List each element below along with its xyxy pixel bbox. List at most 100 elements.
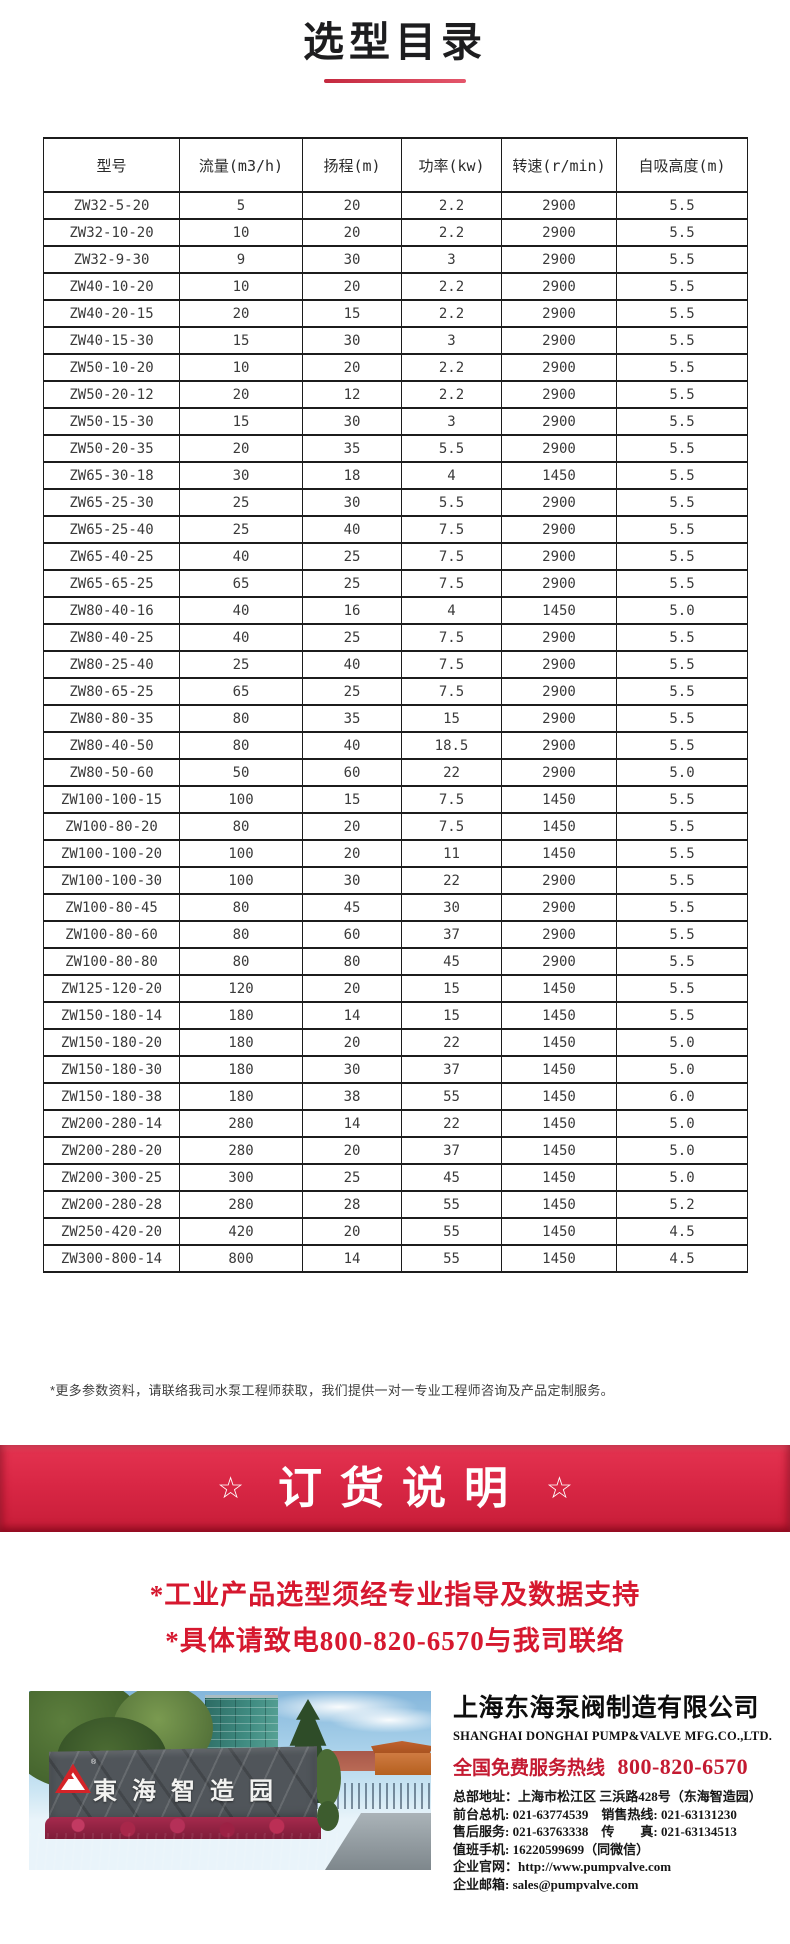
cell-speed: 2900 [501, 488, 617, 517]
company-info: 上海东海泵阀制造有限公司 SHANGHAI DONGHAI PUMP&VALVE… [453, 1688, 773, 1893]
cell-power: 55 [401, 1190, 502, 1219]
title-underline [324, 79, 466, 83]
cell-head: 30 [302, 326, 402, 355]
cell-flow: 280 [179, 1109, 303, 1138]
cell-power: 7.5 [401, 650, 502, 679]
cell-power: 7.5 [401, 542, 502, 571]
cell-speed: 2900 [501, 515, 617, 544]
cell-head: 12 [302, 380, 402, 409]
cell-power: 7.5 [401, 785, 502, 814]
cell-suction: 5.5 [616, 947, 748, 976]
cell-head: 20 [302, 353, 402, 382]
cell-flow: 100 [179, 785, 303, 814]
contact-line: 值班手机: 16220599699（同微信） [453, 1841, 650, 1857]
cell-suction: 5.2 [616, 1190, 748, 1219]
table-row: ZW200-280-28 280 28 55 1450 5.2 [43, 1190, 748, 1219]
cell-speed: 2900 [501, 407, 617, 436]
cell-model: ZW80-25-40 [43, 650, 180, 679]
cell-flow: 20 [179, 299, 303, 328]
cell-model: ZW65-40-25 [43, 542, 180, 571]
col-header-speed: 转速(r/min) [501, 137, 617, 193]
cell-power: 7.5 [401, 677, 502, 706]
cell-head: 45 [302, 893, 402, 922]
col-header-flow: 流量(m3/h) [179, 137, 303, 193]
cell-flow: 80 [179, 947, 303, 976]
cell-suction: 5.0 [616, 1136, 748, 1165]
cell-flow: 65 [179, 677, 303, 706]
cell-power: 5.5 [401, 434, 502, 463]
cell-flow: 280 [179, 1136, 303, 1165]
cell-head: 35 [302, 704, 402, 733]
cell-speed: 2900 [501, 947, 617, 976]
cell-speed: 2900 [501, 731, 617, 760]
cell-speed: 1450 [501, 974, 617, 1003]
cell-flow: 30 [179, 461, 303, 490]
col-header-head: 扬程(m) [302, 137, 402, 193]
cell-suction: 5.5 [616, 515, 748, 544]
order-banner: ☆ 订货说明 ☆ [0, 1445, 790, 1532]
service-hotline: 全国免费服务热线 800-820-6570 [453, 1753, 773, 1780]
cell-speed: 2900 [501, 920, 617, 949]
cell-speed: 1450 [501, 1136, 617, 1165]
table-row: ZW80-40-25 40 25 7.5 2900 5.5 [43, 623, 748, 652]
cell-model: ZW65-65-25 [43, 569, 180, 598]
cell-power: 22 [401, 1109, 502, 1138]
col-header-suction: 自吸高度(m) [616, 137, 748, 193]
table-row: ZW150-180-38 180 38 55 1450 6.0 [43, 1082, 748, 1111]
cell-head: 30 [302, 1055, 402, 1084]
cell-power: 4 [401, 596, 502, 625]
cell-model: ZW150-180-20 [43, 1028, 180, 1057]
cell-power: 18.5 [401, 731, 502, 760]
cell-speed: 2900 [501, 623, 617, 652]
cell-head: 20 [302, 272, 402, 301]
cell-speed: 1450 [501, 1082, 617, 1111]
table-row: ZW80-65-25 65 25 7.5 2900 5.5 [43, 677, 748, 706]
table-footnote: *更多参数资料，请联络我司水泵工程师获取，我们提供一对一专业工程师咨询及产品定制… [50, 1383, 614, 1398]
cell-flow: 25 [179, 515, 303, 544]
cell-flow: 20 [179, 434, 303, 463]
cell-suction: 4.5 [616, 1217, 748, 1246]
cell-model: ZW150-180-14 [43, 1001, 180, 1030]
table-row: ZW100-100-20 100 20 11 1450 5.5 [43, 839, 748, 868]
cell-flow: 40 [179, 623, 303, 652]
cell-power: 3 [401, 407, 502, 436]
cell-flow: 180 [179, 1055, 303, 1084]
cell-speed: 2900 [501, 569, 617, 598]
palm-plant [317, 1801, 339, 1831]
cell-suction: 5.5 [616, 461, 748, 490]
cell-flow: 10 [179, 272, 303, 301]
cell-flow: 80 [179, 920, 303, 949]
cell-speed: 1450 [501, 1244, 617, 1273]
table-row: ZW200-280-20 280 20 37 1450 5.0 [43, 1136, 748, 1165]
cell-speed: 2900 [501, 326, 617, 355]
contact-line: 企业邮箱: sales@pumpvalve.com [453, 1876, 639, 1892]
table-row: ZW40-10-20 10 20 2.2 2900 5.5 [43, 272, 748, 301]
order-banner-title: 订货说明 [278, 1463, 526, 1513]
cell-speed: 1450 [501, 596, 617, 625]
cell-flow: 120 [179, 974, 303, 1003]
table-row: ZW32-5-20 5 20 2.2 2900 5.5 [43, 191, 748, 220]
table-row: ZW50-10-20 10 20 2.2 2900 5.5 [43, 353, 748, 382]
shrub-shape [313, 1749, 341, 1807]
cell-head: 25 [302, 677, 402, 706]
cell-head: 25 [302, 623, 402, 652]
cell-suction: 5.0 [616, 596, 748, 625]
cell-model: ZW40-10-20 [43, 272, 180, 301]
cell-suction: 5.0 [616, 1055, 748, 1084]
cell-model: ZW50-10-20 [43, 353, 180, 382]
cell-flow: 100 [179, 866, 303, 895]
spec-table: 型号 流量(m3/h) 扬程(m) 功率(kw) 转速(r/min) 自吸高度(… [43, 137, 748, 1273]
cell-speed: 1450 [501, 785, 617, 814]
cell-flow: 15 [179, 407, 303, 436]
cell-head: 15 [302, 785, 402, 814]
col-header-power: 功率(kw) [401, 137, 502, 193]
cell-power: 37 [401, 1055, 502, 1084]
cell-model: ZW65-25-30 [43, 488, 180, 517]
cell-speed: 2900 [501, 380, 617, 409]
cell-power: 30 [401, 893, 502, 922]
cell-power: 2.2 [401, 218, 502, 247]
cell-model: ZW250-420-20 [43, 1217, 180, 1246]
cell-power: 4 [401, 461, 502, 490]
cell-flow: 20 [179, 380, 303, 409]
cell-power: 2.2 [401, 191, 502, 220]
